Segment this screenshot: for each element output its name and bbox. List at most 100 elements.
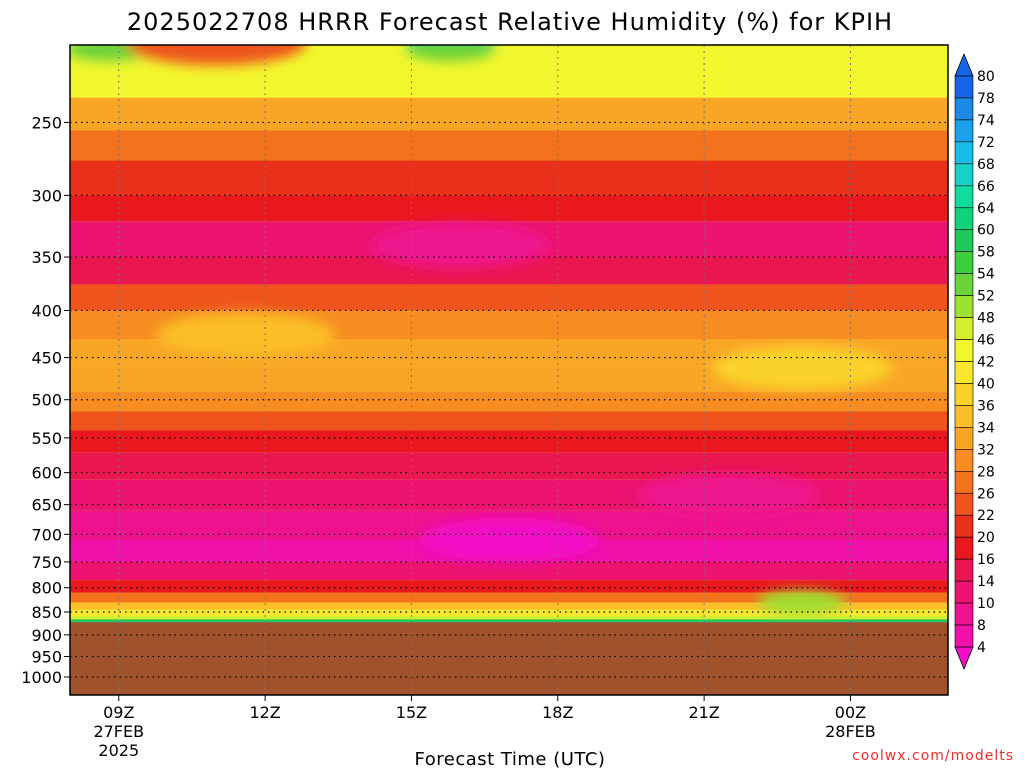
x-tick-label: 28FEB: [825, 722, 876, 741]
colorbar-label: 58: [977, 245, 995, 261]
colorbar-segment: [954, 273, 974, 296]
colorbar-segment: [954, 163, 974, 187]
colorbar-label: 20: [977, 530, 995, 546]
x-tick-label: 2025: [98, 741, 139, 760]
rh-band: [70, 411, 948, 431]
colorbar-label: 80: [977, 69, 995, 85]
colorbar-segment: [954, 427, 974, 450]
colorbar-label: 34: [977, 420, 995, 436]
colorbar-label: 22: [977, 508, 995, 524]
colorbar-segment: [954, 536, 974, 560]
colorbar-segment: [954, 558, 974, 582]
x-tick-label: 21Z: [688, 703, 719, 722]
rh-band: [70, 391, 948, 412]
rh-band: [70, 615, 948, 620]
rh-band: [70, 195, 948, 222]
colorbar-segment: [954, 229, 974, 252]
y-tick-label: 650: [31, 496, 62, 515]
colorbar-label: 46: [977, 333, 995, 349]
rh-band: [70, 160, 948, 196]
colorbar-segment: [954, 449, 974, 472]
rh-feature: [155, 312, 336, 357]
colorbar: 8078747268666460585452484642403634322826…: [954, 52, 995, 671]
y-tick-label: 900: [31, 626, 62, 645]
colorbar-label: 16: [977, 552, 995, 568]
colorbar-label: 40: [977, 376, 995, 392]
credit-text[interactable]: coolwx.com/modelts: [852, 748, 1014, 764]
colorbar-label: 48: [977, 311, 995, 327]
x-tick-label: 18Z: [542, 703, 573, 722]
colorbar-segment: [954, 317, 974, 340]
colorbar-max-arrow: [954, 52, 974, 77]
colorbar-label: 52: [977, 289, 995, 305]
colorbar-label: 66: [977, 179, 995, 195]
colorbar-label: 28: [977, 464, 995, 480]
colorbar-segment: [954, 119, 974, 143]
chart-title: 2025022708 HRRR Forecast Relative Humidi…: [127, 8, 893, 36]
rh-band: [70, 284, 948, 311]
colorbar-segment: [954, 405, 974, 428]
colorbar-segment: [954, 339, 974, 362]
colorbar-segment: [954, 251, 974, 274]
colorbar-label: 60: [977, 223, 995, 239]
rh-band: [70, 97, 948, 131]
rh-band: [70, 580, 948, 593]
x-tick-label: 27FEB: [93, 722, 144, 741]
colorbar-segment: [954, 471, 974, 494]
rh-band: [70, 602, 948, 610]
rh-band: [70, 430, 948, 453]
rh-feature: [126, 45, 306, 66]
colorbar-label: 36: [977, 398, 995, 414]
x-axis-label: Forecast Time (UTC): [415, 749, 606, 768]
y-tick-label: 600: [31, 464, 62, 483]
colorbar-segment: [954, 141, 974, 165]
colorbar-segment: [954, 383, 974, 406]
colorbar-label: 32: [977, 442, 995, 458]
rh-feature: [406, 45, 495, 61]
rh-band: [70, 561, 948, 581]
y-tick-label: 800: [31, 579, 62, 598]
rh-feature: [711, 346, 892, 391]
colorbar-segment: [954, 492, 974, 516]
rh-band: [70, 609, 948, 616]
colorbar-label: 64: [977, 201, 995, 217]
y-tick-label: 400: [31, 301, 62, 320]
rh-feature: [370, 223, 551, 268]
x-tick-label: 09Z: [103, 703, 134, 722]
colorbar-segment: [954, 514, 974, 538]
colorbar-label: 4: [977, 640, 986, 656]
colorbar-segment: [954, 207, 974, 231]
y-tick-label: 550: [31, 429, 62, 448]
y-tick-label: 750: [31, 553, 62, 572]
axes: 250 300 350 400 450 500 550 600 650 700 750 800 850 9…: [21, 44, 949, 760]
plot-area: [70, 45, 948, 695]
rh-band: [70, 592, 948, 603]
rh-field: [70, 45, 948, 695]
colorbar-segment: [954, 75, 974, 99]
colorbar-label: 14: [977, 574, 995, 590]
x-tick-label: 12Z: [249, 703, 280, 722]
y-tick-label: 300: [31, 186, 62, 205]
below-ground: [70, 622, 948, 695]
rh-band: [70, 130, 948, 161]
colorbar-segment: [954, 624, 974, 648]
x-tick-label: 15Z: [396, 703, 427, 722]
rh-band: [70, 452, 948, 480]
y-tick-label: 500: [31, 391, 62, 410]
rh-feature: [419, 517, 599, 562]
colorbar-label: 26: [977, 486, 995, 502]
x-tick-label: 00Z: [835, 703, 866, 722]
y-tick-label: 850: [31, 603, 62, 622]
colorbar-segment: [954, 185, 974, 209]
colorbar-segment: [954, 580, 974, 604]
y-tick-label: 700: [31, 525, 62, 544]
y-tick-label: 1000: [21, 668, 62, 687]
rh-feature: [757, 590, 846, 615]
y-tick-label: 450: [31, 349, 62, 368]
colorbar-segment: [954, 602, 974, 626]
y-tick-label: 950: [31, 647, 62, 666]
colorbar-segment: [954, 295, 974, 318]
colorbar-label: 10: [977, 596, 995, 612]
colorbar-label: 8: [977, 618, 986, 634]
